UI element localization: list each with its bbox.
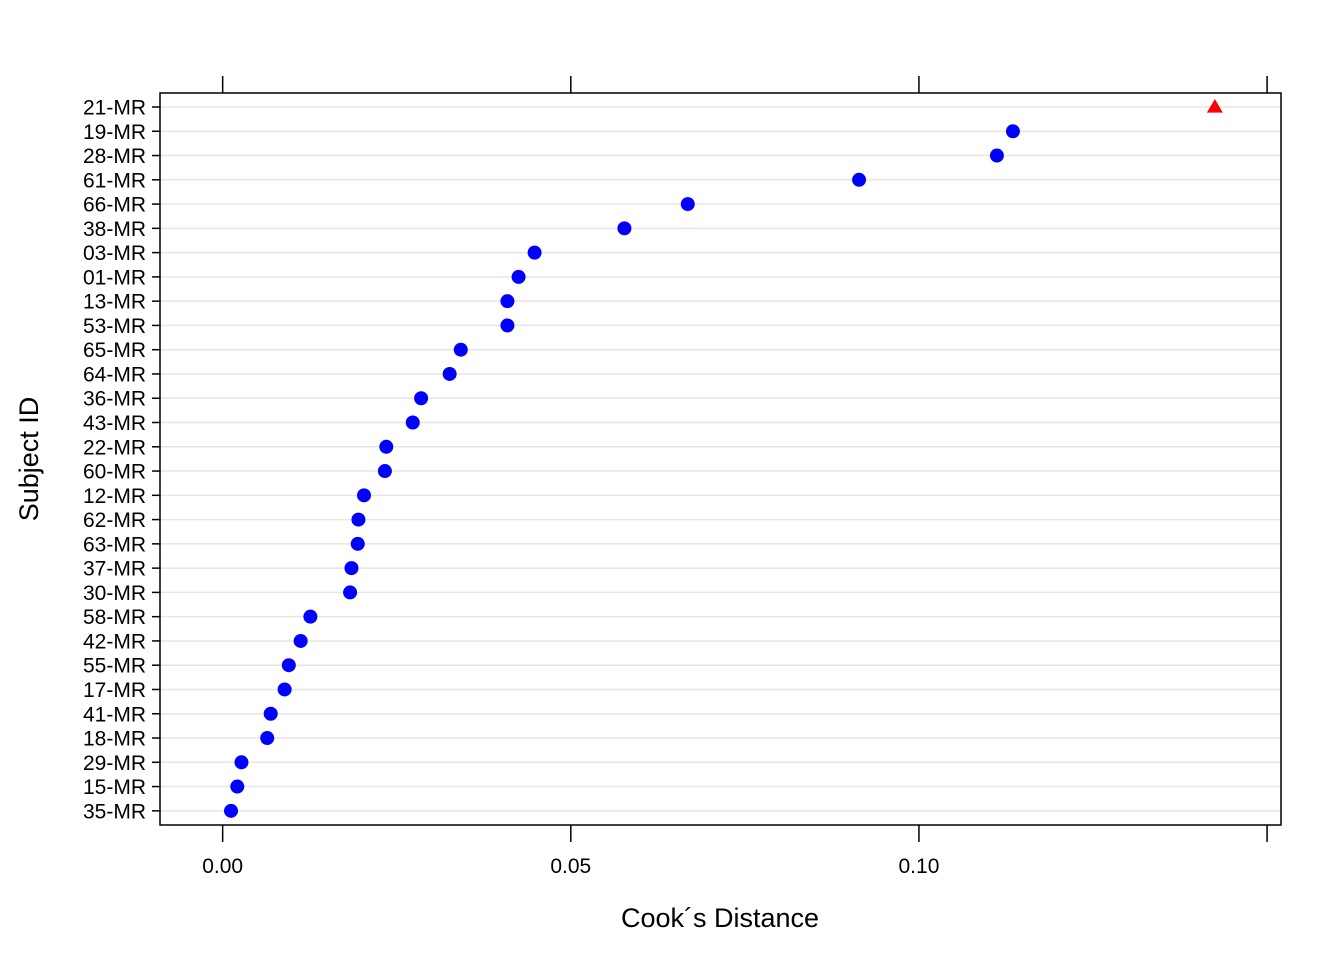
y-tick-label: 66-MR [83,194,146,217]
y-tick-label: 30-MR [83,582,146,605]
data-point [343,585,358,600]
data-point-outlier [1206,99,1223,113]
data-point [303,609,318,624]
y-tick-label: 35-MR [83,800,146,823]
data-point [357,488,372,503]
x-tick-label: 0.05 [550,855,591,878]
y-axis-categories: 21-MR19-MR28-MR61-MR66-MR38-MR03-MR01-MR… [83,97,160,823]
data-point [351,512,366,527]
data-point [260,731,275,746]
data-point [234,755,249,770]
y-tick-label: 38-MR [83,218,146,241]
data-point [293,633,308,648]
y-tick-label: 29-MR [83,752,146,775]
data-point [344,561,359,576]
data-point [230,779,245,794]
y-axis-title: Subject ID [14,397,44,522]
y-tick-label: 03-MR [83,242,146,265]
y-tick-label: 61-MR [83,169,146,192]
data-point [377,464,392,479]
data-point [500,318,515,333]
y-tick-label: 22-MR [83,436,146,459]
data-point [1005,124,1020,139]
y-tick-label: 21-MR [83,97,146,120]
data-point [852,172,867,187]
y-tick-label: 12-MR [83,485,146,508]
y-tick-label: 18-MR [83,728,146,751]
gridlines [160,106,1281,812]
y-tick-label: 13-MR [83,291,146,314]
y-tick-label: 17-MR [83,679,146,702]
data-point [617,221,632,236]
data-point [680,197,695,212]
y-tick-label: 41-MR [83,703,146,726]
data-point [989,148,1004,163]
x-axis-ticks: 0.00 0.05 0.10 [202,76,1268,878]
y-tick-label: 37-MR [83,558,146,581]
y-tick-label: 58-MR [83,606,146,629]
data-point [442,366,457,381]
data-point [500,294,515,309]
plot-frame [159,92,1282,826]
x-tick-label: 0.10 [899,855,940,878]
y-tick-label: 36-MR [83,388,146,411]
y-tick-label: 42-MR [83,630,146,653]
y-tick-label: 53-MR [83,315,146,338]
data-points [224,99,1223,818]
data-point [263,706,278,721]
y-tick-label: 64-MR [83,363,146,386]
data-point [405,415,420,430]
y-tick-label: 63-MR [83,533,146,556]
data-point [379,439,394,454]
y-tick-label: 43-MR [83,412,146,435]
x-axis-title: Cook´s Distance [621,903,819,933]
data-point [277,682,292,697]
data-point [350,536,365,551]
y-tick-label: 28-MR [83,145,146,168]
x-tick-label: 0.00 [202,855,243,878]
data-point [281,658,296,673]
y-tick-label: 60-MR [83,461,146,484]
y-tick-label: 62-MR [83,509,146,532]
y-tick-label: 15-MR [83,776,146,799]
data-point [453,342,468,357]
y-tick-label: 65-MR [83,339,146,362]
y-tick-label: 01-MR [83,266,146,289]
data-point [224,803,239,818]
y-tick-label: 55-MR [83,655,146,678]
data-point [527,245,542,260]
data-point [511,269,526,284]
data-point [414,391,429,406]
y-tick-label: 19-MR [83,121,146,144]
